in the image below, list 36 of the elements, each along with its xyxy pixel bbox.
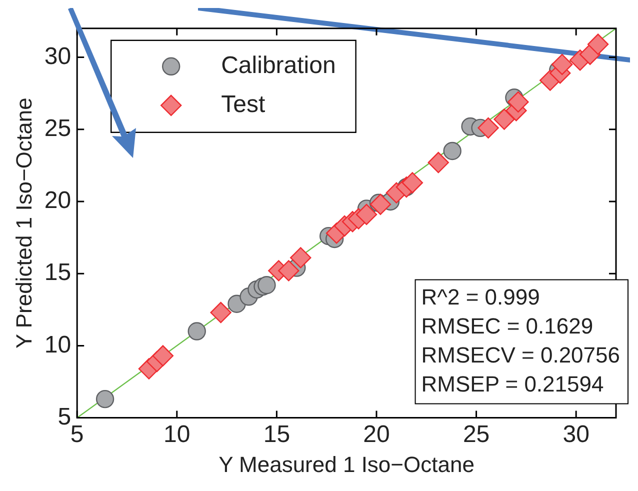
legend-label: Test: [221, 91, 266, 118]
annotation: RMSEC = 0.1629: [421, 313, 594, 338]
x-axis-title: Y Measured 1 Iso−Octane: [218, 452, 474, 477]
point: [370, 194, 392, 215]
y-tick-label: 25: [44, 114, 72, 142]
x-tick-label: 20: [363, 420, 390, 448]
point: [210, 302, 232, 324]
point: [443, 142, 462, 160]
point: [356, 204, 378, 226]
point: [278, 260, 300, 282]
point: [587, 34, 609, 55]
x-tick-label: 25: [462, 420, 490, 448]
point: [290, 247, 312, 268]
y-tick-label: 5: [58, 403, 72, 430]
point: [508, 91, 529, 113]
point: [478, 117, 499, 139]
point: [494, 108, 515, 130]
y-axis-title: Y Predicted 1 Iso−Octane: [11, 98, 36, 349]
point: [402, 172, 424, 194]
x-tick-label: 15: [263, 420, 290, 448]
annotation: R^2 = 0.999: [421, 284, 540, 310]
point: [96, 390, 114, 408]
y-tick-label: 30: [44, 42, 72, 70]
annotation: RMSEP = 0.21594: [421, 371, 604, 396]
legend-label: Calibration: [221, 52, 336, 80]
y-tick-label: 20: [44, 187, 72, 214]
y-tick-label: 10: [44, 331, 72, 358]
point: [258, 276, 276, 294]
x-tick-label: 10: [164, 420, 190, 448]
x-tick-label: 30: [562, 420, 590, 448]
point: [552, 54, 573, 76]
point: [428, 152, 449, 174]
point: [188, 322, 206, 340]
annotation: RMSECV = 0.20756: [421, 342, 620, 368]
point: [152, 345, 174, 366]
y-tick-label: 15: [44, 259, 72, 286]
